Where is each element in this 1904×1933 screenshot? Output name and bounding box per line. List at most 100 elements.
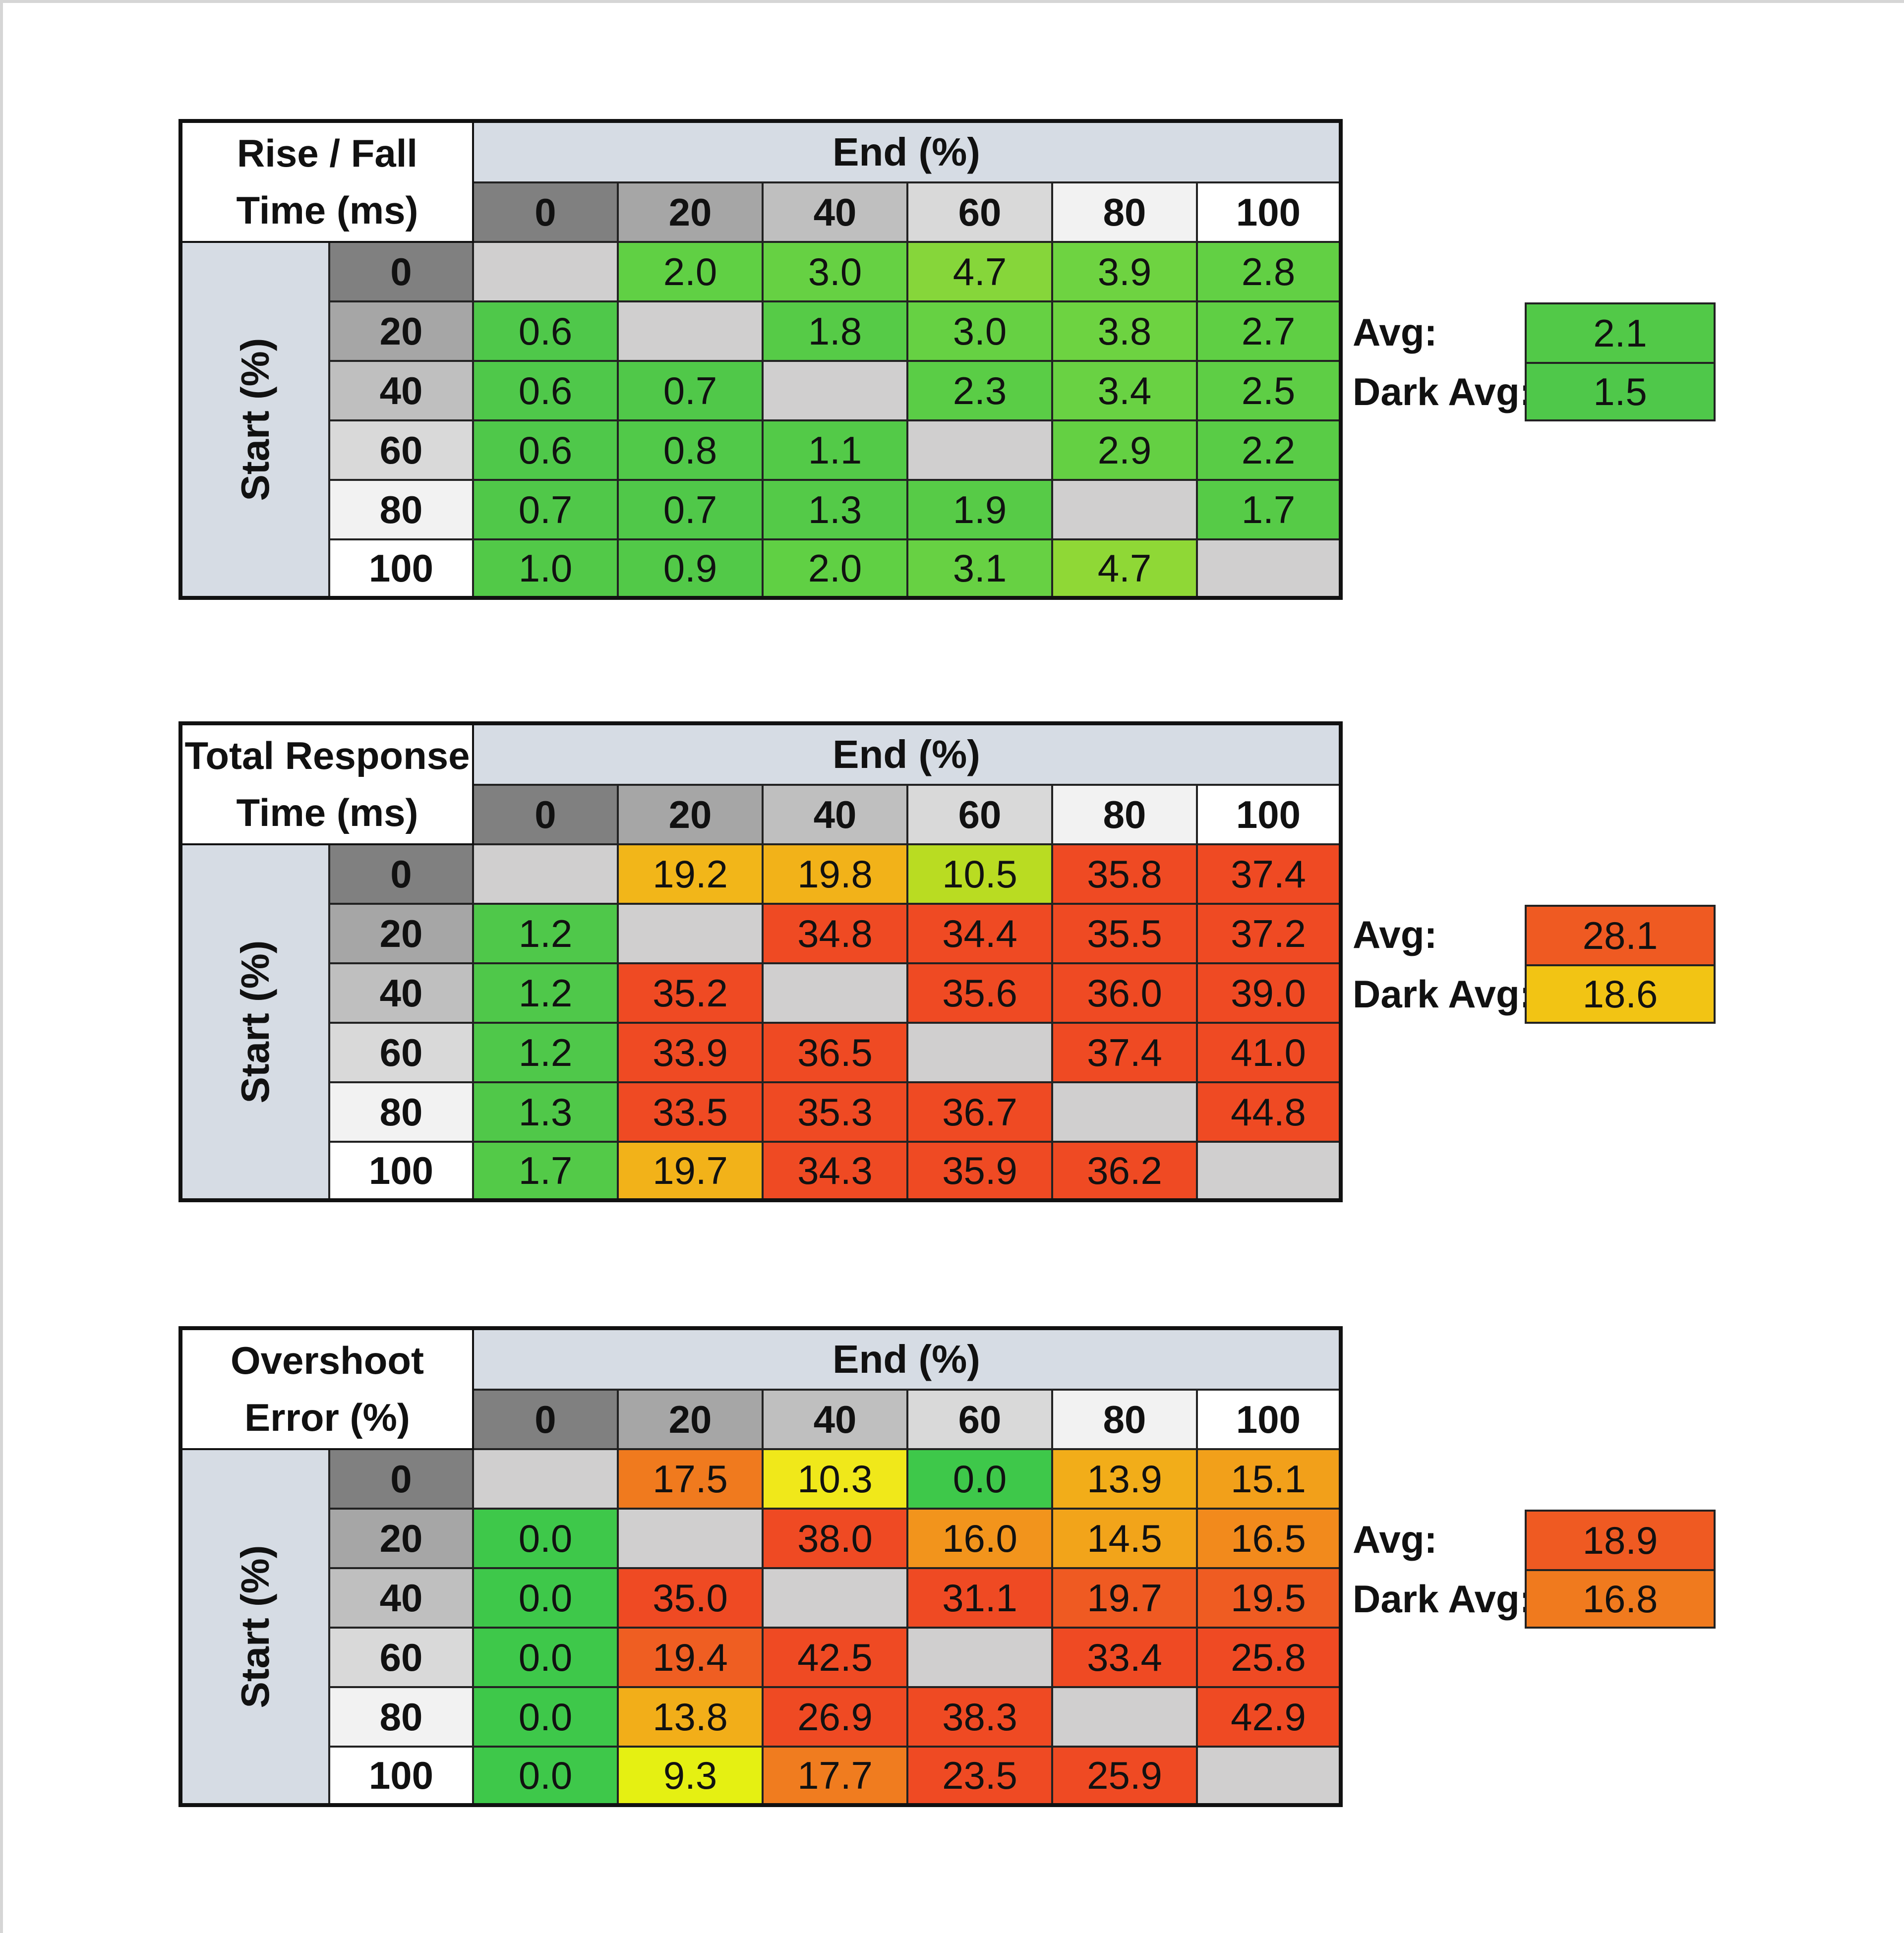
avg-label: Avg:: [1353, 1517, 1437, 1561]
table-title-line: Total Response: [184, 734, 470, 777]
heatmap-cell: 0.6: [474, 421, 619, 481]
heatmap-cell: 2.8: [1198, 243, 1343, 302]
heatmap-cell: 1.8: [764, 302, 908, 362]
row-header: 0: [330, 243, 474, 302]
avg-label: Avg:: [1353, 912, 1437, 956]
heatmap-cell: 1.2: [474, 964, 619, 1024]
heatmap-cell: 0.6: [474, 362, 619, 421]
diagonal-cell: [764, 964, 908, 1024]
heatmap-cell: 1.3: [474, 1083, 619, 1143]
heatmap-cell: 26.9: [764, 1688, 908, 1748]
end-axis-label: End (%): [474, 721, 1343, 786]
column-header: 0: [474, 183, 619, 243]
dark-avg-value: 1.5: [1525, 362, 1716, 421]
heatmap-cell: 23.5: [908, 1748, 1053, 1807]
row-header: 100: [330, 540, 474, 600]
row-header: 20: [330, 905, 474, 964]
heatmap-cell: 0.0: [474, 1629, 619, 1688]
heatmap-cell: 14.5: [1053, 1510, 1198, 1569]
heatmap-cell: 0.8: [619, 421, 764, 481]
diagonal-cell: [1053, 1688, 1198, 1748]
heatmap-cell: 38.3: [908, 1688, 1053, 1748]
row-header: 60: [330, 1024, 474, 1083]
row-header: 40: [330, 964, 474, 1024]
row-header: 40: [330, 362, 474, 421]
heatmap-cell: 1.7: [1198, 481, 1343, 540]
heatmap-cell: 34.4: [908, 905, 1053, 964]
heatmap-cell: 2.0: [619, 243, 764, 302]
column-header: 40: [764, 183, 908, 243]
row-header: 60: [330, 421, 474, 481]
heatmap-cell: 35.5: [1053, 905, 1198, 964]
heatmap-cell: 3.9: [1053, 243, 1198, 302]
column-header: 60: [908, 786, 1053, 845]
heatmap-cell: 19.7: [619, 1143, 764, 1202]
heatmap-cell: 36.0: [1053, 964, 1198, 1024]
heatmap-cell: 0.6: [474, 302, 619, 362]
start-axis-label: Start (%): [178, 1450, 330, 1807]
column-header: 100: [1198, 786, 1343, 845]
heatmap-cell: 9.3: [619, 1748, 764, 1807]
heatmap-cell: 3.4: [1053, 362, 1198, 421]
dark-avg-value: 16.8: [1525, 1569, 1716, 1629]
heatmap-cell: 19.4: [619, 1629, 764, 1688]
heatmap-cell: 16.5: [1198, 1510, 1343, 1569]
heatmap-cell: 44.8: [1198, 1083, 1343, 1143]
start-axis-label: Start (%): [178, 243, 330, 600]
heatmap-cell: 16.0: [908, 1510, 1053, 1569]
heatmap-cell: 10.5: [908, 845, 1053, 905]
end-axis-label: End (%): [474, 119, 1343, 183]
heatmap-cell: 35.6: [908, 964, 1053, 1024]
dark-avg-label: Dark Avg:: [1353, 1577, 1533, 1621]
heatmap-cell: 2.9: [1053, 421, 1198, 481]
row-header: 0: [330, 1450, 474, 1510]
heatmap-cell: 1.2: [474, 1024, 619, 1083]
heatmap-cell: 42.5: [764, 1629, 908, 1688]
heatmap-cell: 1.3: [764, 481, 908, 540]
column-header: 0: [474, 786, 619, 845]
heatmap-cell: 13.9: [1053, 1450, 1198, 1510]
heatmap-cell: 0.7: [619, 362, 764, 421]
heatmap-cell: 25.8: [1198, 1629, 1343, 1688]
row-header: 80: [330, 481, 474, 540]
row-header: 20: [330, 302, 474, 362]
row-header: 40: [330, 1569, 474, 1629]
heatmap-cell: 13.8: [619, 1688, 764, 1748]
heatmap-cell: 41.0: [1198, 1024, 1343, 1083]
heatmap-cell: 17.7: [764, 1748, 908, 1807]
heatmap-cell: 35.8: [1053, 845, 1198, 905]
column-header: 40: [764, 1391, 908, 1450]
diagonal-cell: [619, 905, 764, 964]
row-header: 80: [330, 1083, 474, 1143]
dark-avg-label: Dark Avg:: [1353, 369, 1533, 413]
column-header: 80: [1053, 1391, 1198, 1450]
heatmap-cell: 1.1: [764, 421, 908, 481]
diagonal-cell: [474, 1450, 619, 1510]
heatmap-cell: 0.0: [474, 1510, 619, 1569]
heatmap-cell: 33.9: [619, 1024, 764, 1083]
diagonal-cell: [764, 1569, 908, 1629]
row-header: 20: [330, 1510, 474, 1569]
column-header: 80: [1053, 786, 1198, 845]
heatmap-cell: 34.3: [764, 1143, 908, 1202]
diagonal-cell: [619, 302, 764, 362]
heatmap-cell: 39.0: [1198, 964, 1343, 1024]
avg-value: 2.1: [1525, 302, 1716, 364]
heatmap-cell: 36.7: [908, 1083, 1053, 1143]
heatmap-cell: 1.9: [908, 481, 1053, 540]
table-title-line: Time (ms): [236, 188, 418, 232]
diagonal-cell: [619, 1510, 764, 1569]
heatmap-cell: 0.7: [619, 481, 764, 540]
row-header: 0: [330, 845, 474, 905]
heatmap-cell: 38.0: [764, 1510, 908, 1569]
heatmap-cell: 3.0: [908, 302, 1053, 362]
heatmap-cell: 42.9: [1198, 1688, 1343, 1748]
table-title: Overshoot Error (%): [178, 1326, 476, 1452]
heatmap-cell: 4.7: [908, 243, 1053, 302]
diagonal-cell: [1053, 481, 1198, 540]
column-header: 60: [908, 183, 1053, 243]
heatmap-cell: 3.0: [764, 243, 908, 302]
